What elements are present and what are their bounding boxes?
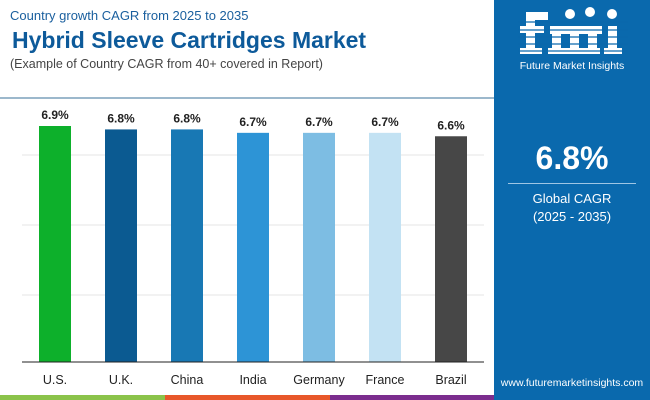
cagr-divider xyxy=(508,183,636,184)
chart-title: Hybrid Sleeve Cartridges Market xyxy=(12,27,367,53)
website-link[interactable]: www.futuremarketinsights.com xyxy=(500,377,644,389)
x-tick-label: Brazil xyxy=(435,373,466,387)
bar-us xyxy=(39,126,71,362)
chart-subtitle: Country growth CAGR from 2025 to 2035 xyxy=(10,8,249,23)
x-tick-label: U.S. xyxy=(43,373,67,387)
data-label: 6.9% xyxy=(41,108,69,122)
bar-india xyxy=(237,132,269,362)
x-tick-label: Germany xyxy=(293,373,345,387)
footer-stripe-orange xyxy=(165,395,330,400)
global-cagr-label: Global CAGR (2025 - 2035) xyxy=(494,190,650,226)
footer-stripe-purple xyxy=(330,395,494,400)
global-cagr-period: (2025 - 2035) xyxy=(532,209,612,224)
data-label: 6.8% xyxy=(107,111,135,125)
data-label: 6.7% xyxy=(239,115,267,129)
data-label: 6.8% xyxy=(173,111,201,125)
bar-germany xyxy=(303,132,335,362)
data-label: 6.6% xyxy=(437,118,465,132)
fmi-logo-icon xyxy=(518,7,628,54)
bar-china xyxy=(171,129,203,362)
x-tick-label: U.K. xyxy=(109,373,133,387)
logo-text: Future Market Insights xyxy=(519,60,625,72)
bar-brazil xyxy=(435,136,467,362)
x-tick-label: France xyxy=(366,373,405,387)
bar-chart: 6.9% U.S. 6.8% U.K. 6.8% China 6.7% India 6.7% Ge… xyxy=(22,108,484,387)
data-label: 6.7% xyxy=(305,115,333,129)
side-panel xyxy=(494,0,650,400)
footer-stripe-green xyxy=(0,395,165,400)
chart-note: (Example of Country CAGR from 40+ covere… xyxy=(10,57,323,71)
header-divider xyxy=(0,97,494,99)
data-label: 6.7% xyxy=(371,115,399,129)
global-cagr-title: Global CAGR xyxy=(532,191,612,206)
x-tick-label: China xyxy=(171,373,204,387)
global-cagr-value: 6.8% xyxy=(535,140,609,176)
bar-france xyxy=(369,132,401,362)
bar-uk xyxy=(105,129,137,362)
x-tick-label: India xyxy=(239,373,266,387)
